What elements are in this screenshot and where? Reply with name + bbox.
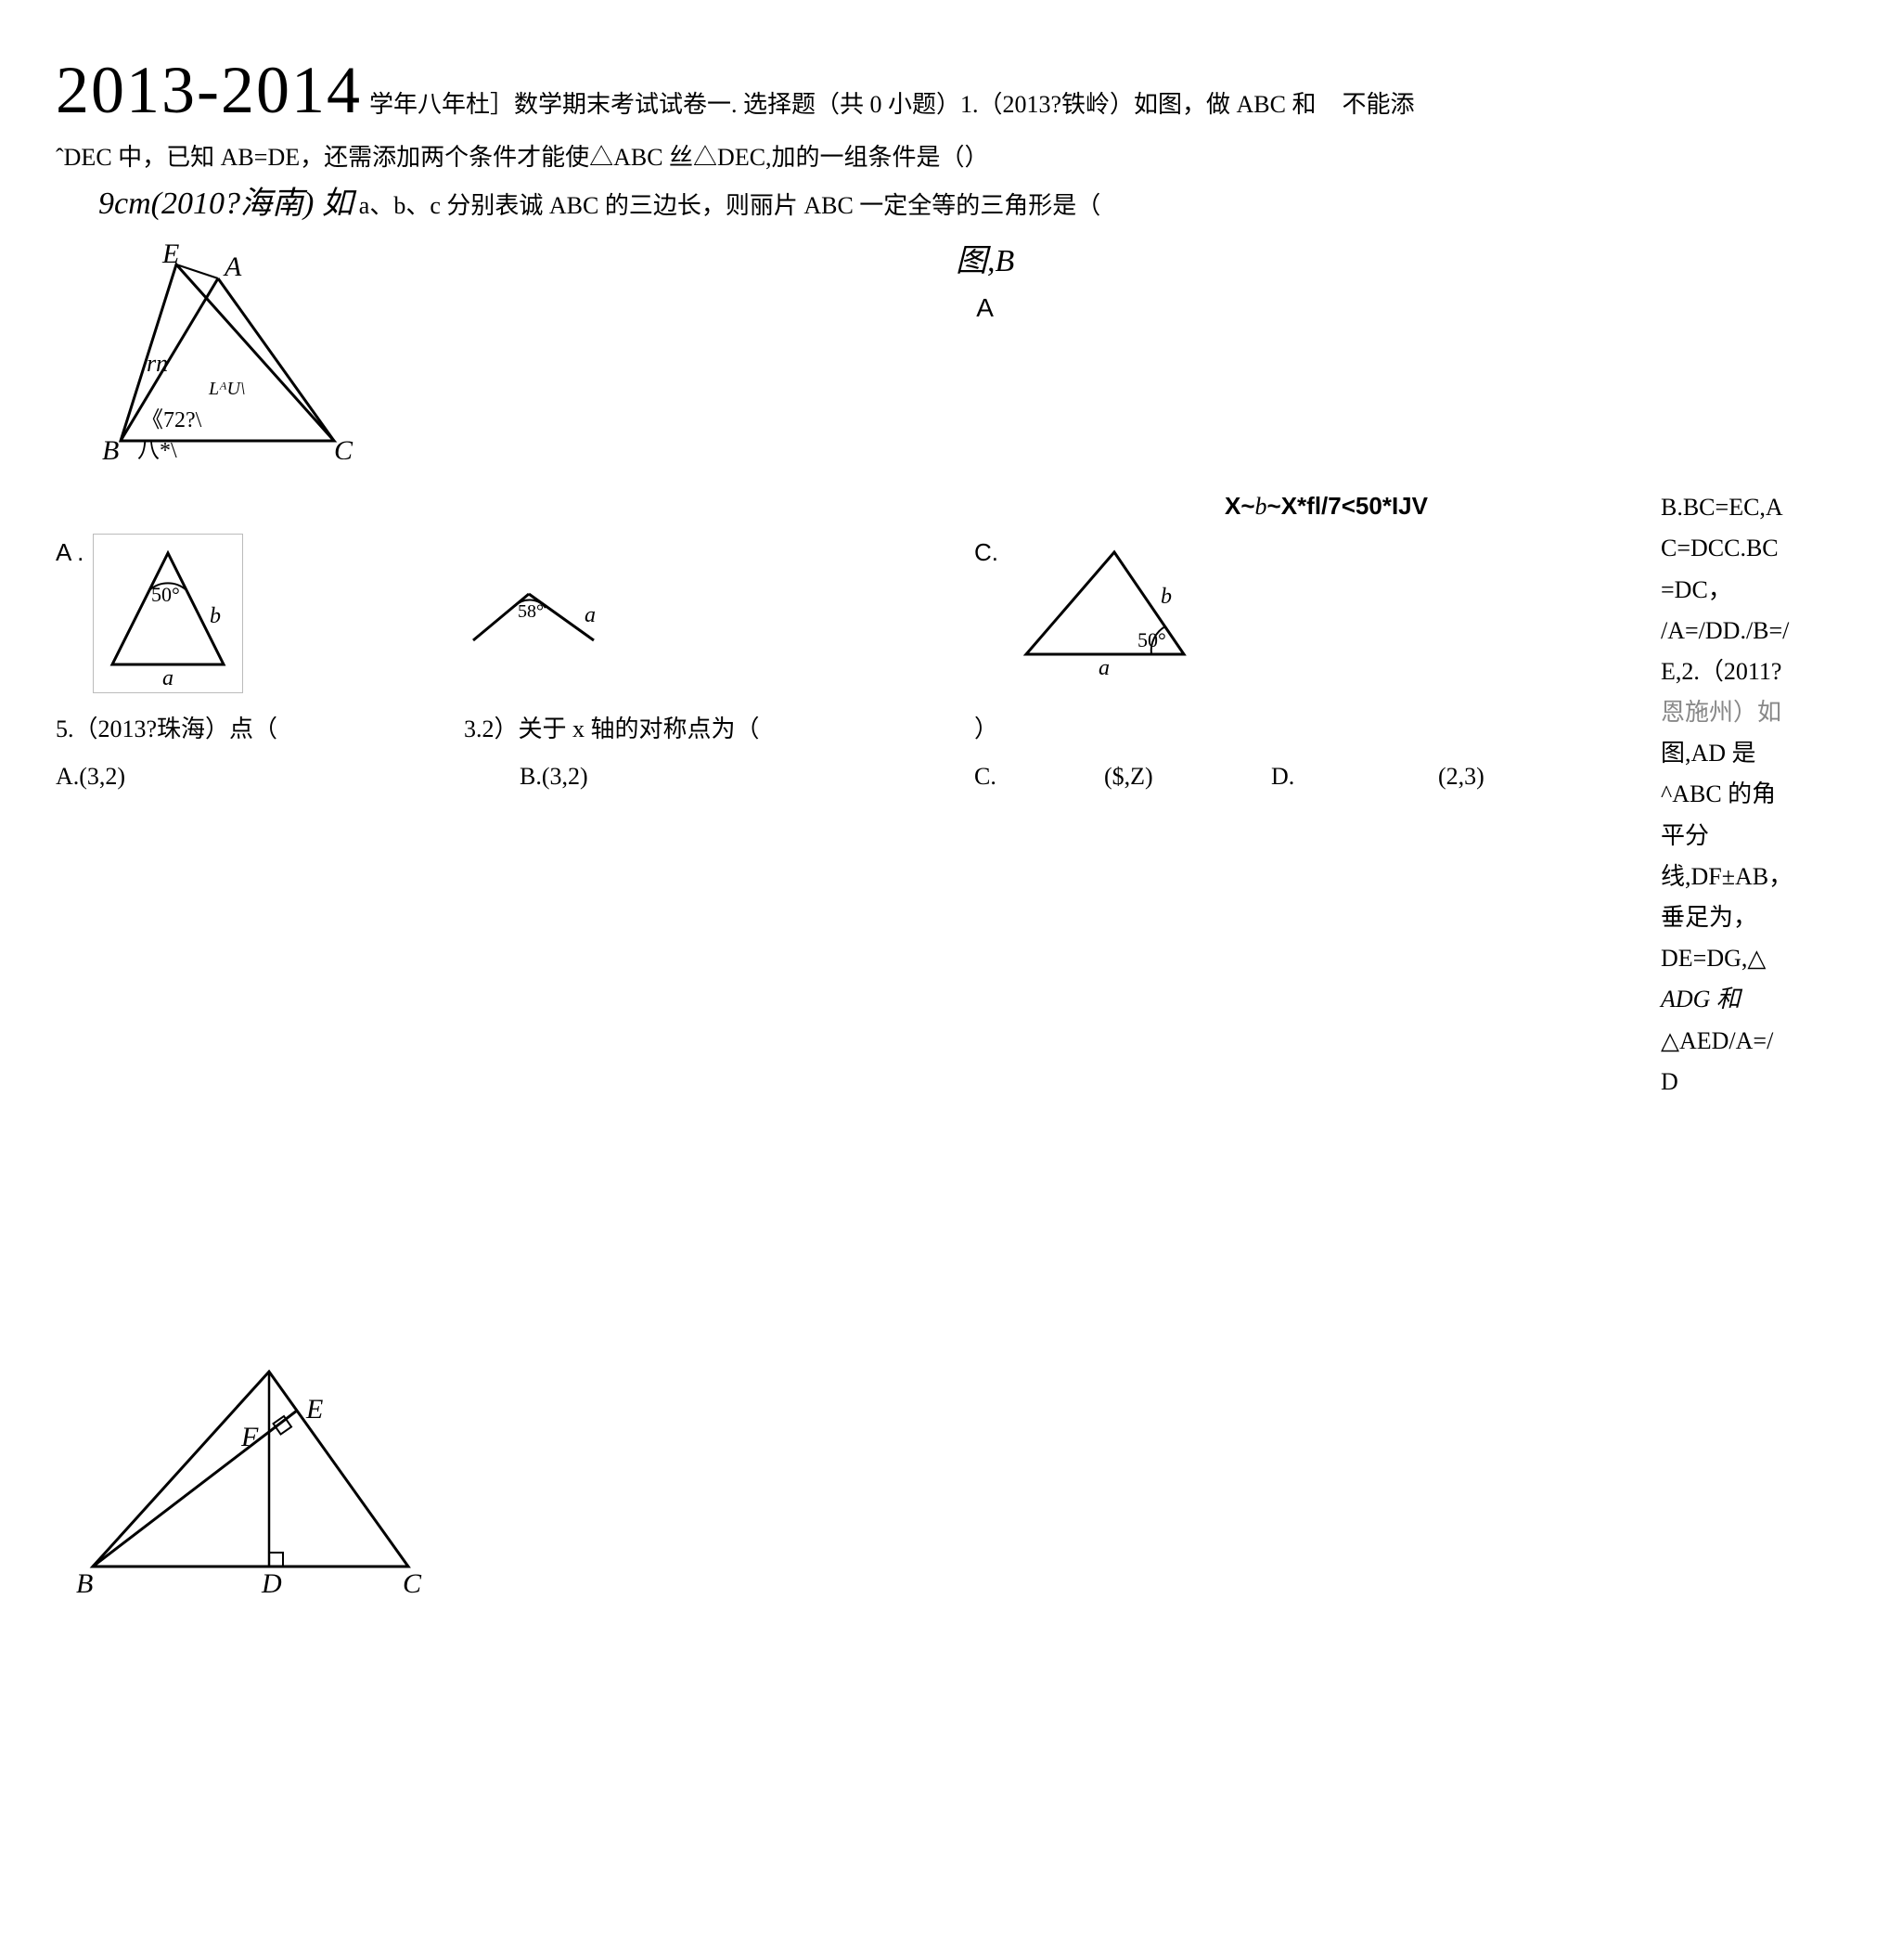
triangle-figure-2: F E B D C (56, 1344, 445, 1604)
big-a: A (956, 288, 1014, 329)
sb-l6: 恩施州）如 (1661, 692, 1846, 733)
right-label: 图,B A (956, 237, 1014, 329)
q5-c-lab: C. (974, 757, 1104, 796)
bottom-figure: F E B D C (56, 1344, 1846, 1616)
line3-italic: 9cm(2010?海南) 如 (98, 179, 353, 229)
svg-text:E: E (305, 1394, 323, 1425)
x-fragment: X~b~X*fl/7<50*IJV (1225, 487, 1642, 526)
svg-text:E: E (161, 239, 179, 269)
line3-rest: a、b、c 分别表诚 ABC 的三边长，则丽片 ABC 一定全等的三角形是（ (359, 187, 1101, 226)
figure-top-area: E A B C rn LᴬU\ 《72?\ 八*\ 图,B A (56, 237, 1846, 459)
q5-d-lab: D. (1271, 757, 1438, 796)
svg-text:八*\: 八*\ (137, 439, 177, 459)
svg-text:C: C (403, 1568, 422, 1599)
sb-l13: ADG 和 (1661, 986, 1741, 1012)
q5-close: ） (974, 710, 1039, 749)
xfrag-pre: X~ (1225, 492, 1255, 520)
xfrag-post: ~X*fl/7<50*IJV (1267, 492, 1428, 520)
tu-b: 图,B (956, 237, 1014, 287)
sb-l3: =DC， (1661, 570, 1846, 611)
sb-l2: C=DCC.BC (1661, 528, 1846, 569)
svg-text:a: a (162, 666, 173, 690)
sb-l7: 图,AD 是 (1661, 733, 1846, 774)
svg-text:50°: 50° (151, 583, 180, 606)
line-3: 9cm(2010?海南) 如 a、b、c 分别表诚 ABC 的三边长，则丽片 A… (56, 179, 1846, 229)
svg-text:a: a (585, 603, 596, 627)
sb-l9: 平分 (1661, 816, 1846, 857)
title-rest: 学年八年杜］数学期末考试试卷一. 选择题（共 0 小题）1.（2013?铁岭）如… (369, 85, 1317, 124)
triangle-figure-1: E A B C rn LᴬU\ 《72?\ 八*\ (56, 237, 371, 459)
sb-l11: 垂足为， (1661, 897, 1846, 938)
option-c: C. 50° b a (974, 534, 1271, 682)
q5-b: B.(3,2) (464, 757, 974, 796)
svg-text:58°: 58° (518, 601, 544, 622)
thumb-b: 58° a (464, 580, 622, 654)
thumb-a: 50° b a (93, 534, 243, 693)
q5-lead: 5.（2013?珠海）点（ (56, 710, 464, 749)
svg-text:B: B (102, 435, 119, 459)
svg-text:A: A (223, 251, 242, 282)
svg-text:B: B (76, 1568, 93, 1599)
options-left: X~b~X*fl/7<50*IJV A . 50° b a (56, 487, 1642, 796)
svg-text:《72?\: 《72?\ (141, 408, 202, 432)
q5-c-val: ($,Z) (1104, 757, 1271, 796)
sb-l1: B.BC=EC,A (1661, 487, 1846, 528)
svg-text:a: a (1099, 656, 1110, 680)
q5-a: A.(3,2) (56, 757, 464, 796)
title-tail: 不能添 (1343, 85, 1415, 124)
options-wrap: X~b~X*fl/7<50*IJV A . 50° b a (56, 487, 1846, 1102)
svg-text:F: F (240, 1422, 259, 1452)
sb-l10: 线,DF±AB， (1661, 857, 1846, 897)
q5-mid: 3.2）关于 x 轴的对称点为（ (464, 710, 974, 749)
sb-l14: △AED/A=/ (1661, 1021, 1846, 1062)
svg-text:b: b (210, 604, 221, 628)
sidebar-text: B.BC=EC,A C=DCC.BC =DC， /A=/DD./B=/ E,2.… (1642, 487, 1846, 1102)
q5-text-row: 5.（2013?珠海）点（ 3.2）关于 x 轴的对称点为（ ） (56, 710, 1642, 749)
option-a: A . 50° b a (56, 534, 464, 693)
sb-l8: ^ABC 的角 (1661, 774, 1846, 815)
sb-l12: DE=DG,△ (1661, 938, 1846, 979)
svg-text:b: b (1161, 585, 1172, 609)
year-range: 2013-2014 (56, 37, 362, 144)
line-2: ˆDEC 中，已知 AB=DE，还需添加两个条件才能使△ABC 丝△DEC,加的… (56, 138, 1846, 177)
q5-options-row: A.(3,2) B.(3,2) C. ($,Z) D. (2,3) (56, 757, 1642, 796)
svg-text:50°: 50° (1137, 628, 1166, 651)
svg-text:rn: rn (147, 350, 168, 377)
option-b: 58° a (464, 534, 974, 654)
xfrag-b: b (1255, 493, 1267, 520)
svg-text:D: D (261, 1568, 282, 1599)
q5-d-val: (2,3) (1438, 757, 1549, 796)
option-images-row: A . 50° b a 58° a (56, 534, 1642, 693)
opt-a-letter: A . (56, 534, 84, 573)
svg-text:LᴬU\: LᴬU\ (208, 379, 245, 399)
opt-c-letter: C. (974, 534, 998, 573)
sb-l15: D (1661, 1062, 1846, 1102)
thumb-c: 50° b a (1008, 534, 1202, 682)
header-row: 2013-2014 学年八年杜］数学期末考试试卷一. 选择题（共 0 小题）1.… (56, 37, 1846, 144)
sb-l4: /A=/DD./B=/ (1661, 611, 1846, 651)
svg-text:C: C (334, 435, 353, 459)
sb-l5: E,2.（2011? (1661, 651, 1846, 692)
